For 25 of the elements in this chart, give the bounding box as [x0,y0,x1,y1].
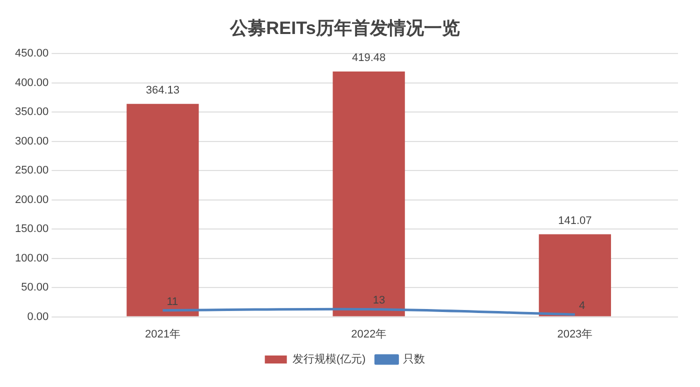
y-tick-label: 250.00 [14,164,49,177]
y-tick-label: 50.00 [21,282,49,294]
x-tick-label: 2023年 [557,328,593,340]
legend-label: 发行规模(亿元) [292,354,366,366]
y-tick-label: 0.00 [27,310,49,323]
data-label: 4 [578,300,586,312]
y-tick-label: 100.00 [14,252,49,264]
chart-title: 公募REITs历年首发情况一览 [229,18,460,38]
bar [332,71,405,316]
y-tick-label: 200.00 [14,194,49,206]
bar [126,104,199,316]
data-label: 13 [372,294,386,307]
legend-label: 只数 [403,354,426,366]
data-label: 364.13 [146,84,180,96]
bar [538,234,612,316]
data-label: 419.48 [352,52,386,64]
y-tick-label: 300.00 [14,135,49,148]
y-tick-label: 400.00 [14,76,49,89]
y-tick-label: 150.00 [14,223,49,236]
y-tick-label: 350.00 [14,106,49,118]
x-tick-label: 2021年 [144,328,180,340]
data-label: 141.07 [558,214,592,227]
x-tick-label: 2022年 [351,328,387,340]
y-tick-label: 450.00 [14,48,49,60]
data-label: 11 [166,296,178,308]
